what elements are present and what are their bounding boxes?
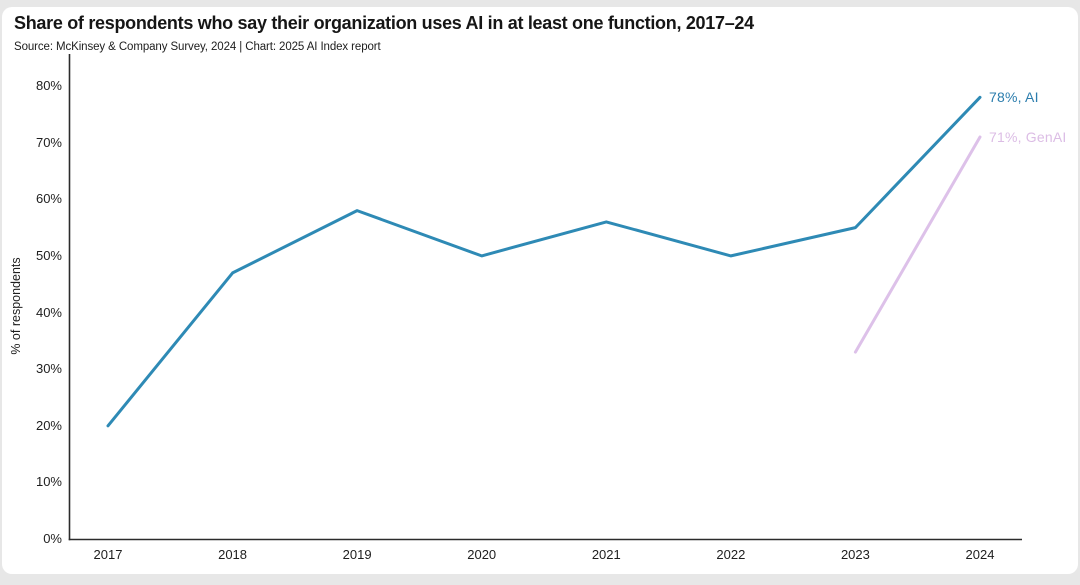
x-tick-label-2019: 2019 bbox=[342, 547, 372, 562]
x-tick-label-2024: 2024 bbox=[965, 547, 995, 562]
y-tick-label-50: 50% bbox=[35, 247, 62, 263]
y-tick-label-10: 10% bbox=[35, 474, 62, 490]
chart-card: Share of respondents who say their organ… bbox=[2, 7, 1078, 574]
y-tick-label-40: 40% bbox=[35, 304, 62, 320]
series-end-label-ai: 78%, AI bbox=[989, 89, 1039, 106]
series-line-ai bbox=[106, 95, 982, 428]
y-tick-label-30: 30% bbox=[35, 361, 62, 377]
x-tick-label-2022: 2022 bbox=[716, 547, 746, 562]
series-end-label-genai: 71%, GenAI bbox=[989, 128, 1067, 145]
y-tick-label-60: 60% bbox=[35, 191, 62, 207]
series-line-genai bbox=[853, 135, 982, 354]
y-tick-label-20: 20% bbox=[35, 417, 62, 433]
x-tick-label-2017: 2017 bbox=[93, 547, 123, 562]
y-tick-label-80: 80% bbox=[35, 78, 62, 93]
y-tick-label-70: 70% bbox=[35, 134, 62, 150]
x-tick-label-2021: 2021 bbox=[591, 547, 621, 562]
y-tick-label-0: 0% bbox=[43, 531, 62, 546]
chart-title: Share of respondents who say their organ… bbox=[14, 13, 754, 33]
x-tick-label-2018: 2018 bbox=[218, 547, 248, 562]
x-tick-label-2023: 2023 bbox=[840, 547, 870, 562]
chart-source-caption: Source: McKinsey & Company Survey, 2024 … bbox=[14, 41, 381, 53]
x-tick-label-2020: 2020 bbox=[467, 547, 497, 562]
